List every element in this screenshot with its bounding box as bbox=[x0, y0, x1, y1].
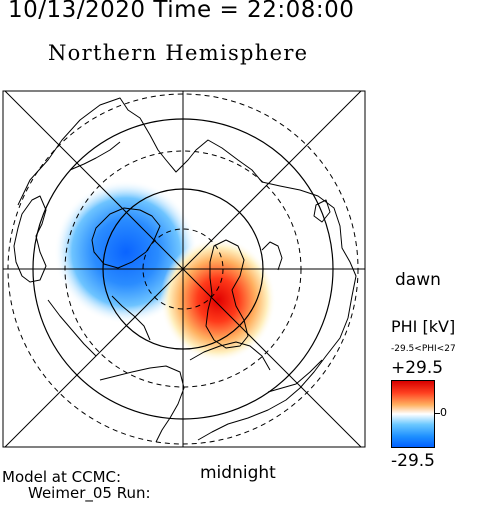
colorbar-min-label: -29.5 bbox=[391, 451, 435, 471]
colorbar-max-label: +29.5 bbox=[391, 358, 444, 378]
dawn-label: dawn bbox=[395, 270, 441, 290]
run-label: Weimer_05 Run: bbox=[28, 484, 151, 502]
positive-potential-cell bbox=[160, 238, 276, 362]
model-label: Model at CCMC: bbox=[2, 468, 122, 486]
colorbar-title: PHI [kV] bbox=[391, 317, 456, 336]
polar-map bbox=[2, 90, 366, 448]
page-title: Northern Hemisphere bbox=[48, 41, 309, 65]
colorbar-zero-label: 0 bbox=[440, 406, 447, 419]
timestamp: 10/13/2020 Time = 22:08:00 bbox=[8, 0, 355, 23]
midnight-label: midnight bbox=[200, 463, 276, 483]
meridian-diagonal-2 bbox=[4, 91, 362, 447]
coastlines bbox=[13, 97, 357, 443]
colorbar-range: -29.5<PHI<27 bbox=[391, 344, 456, 354]
colorbar-zero-tick bbox=[435, 413, 440, 414]
colorbar bbox=[391, 380, 435, 448]
